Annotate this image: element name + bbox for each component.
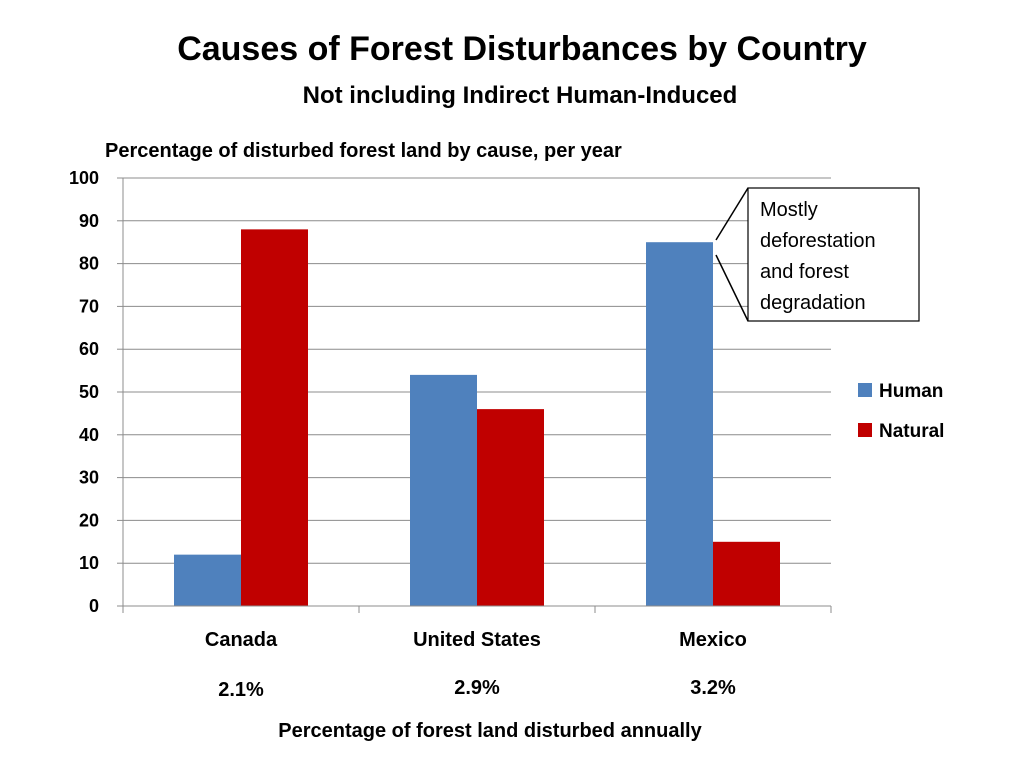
y-tick-label: 60 (79, 339, 99, 359)
category-annotation: 2.9% (454, 677, 500, 699)
x-category-label: United States (413, 629, 541, 651)
x-category-label: Canada (205, 629, 278, 651)
y-axis-label: Percentage of disturbed forest land by c… (105, 140, 622, 162)
bar-human-united-states (410, 374, 477, 606)
y-tick-label: 30 (79, 468, 99, 488)
y-tick-label: 50 (79, 382, 99, 402)
x-axis-label: Percentage of forest land disturbed annu… (278, 720, 702, 742)
callout-line: deforestation (760, 230, 876, 252)
x-category-label: Mexico (679, 629, 747, 651)
bar-human-canada (174, 554, 241, 606)
category-annotation: 3.2% (690, 677, 736, 699)
legend-label-natural: Natural (879, 421, 944, 442)
y-tick-label: 70 (79, 296, 99, 316)
y-tick-label: 0 (89, 596, 99, 616)
callout-pointer-bottom (715, 254, 749, 322)
y-tick-label: 80 (79, 254, 99, 274)
callout-pointer-top (715, 187, 749, 241)
y-tick-label: 10 (79, 553, 99, 573)
category-annotation: 2.1% (218, 679, 264, 701)
callout-line: Mostly (760, 199, 818, 221)
y-tick-label: 100 (69, 168, 99, 188)
bar-natural-mexico (713, 541, 780, 606)
chart-subtitle: Not including Indirect Human-Induced (303, 82, 738, 109)
callout-line: and forest (760, 261, 849, 283)
legend-swatch-natural (858, 423, 872, 437)
callout-line: degradation (760, 292, 866, 314)
legend-swatch-human (858, 383, 872, 397)
bar-natural-canada (241, 229, 308, 607)
bar-natural-united-states (477, 409, 544, 606)
bar-human-mexico (646, 242, 713, 606)
chart-title: Causes of Forest Disturbances by Country (177, 30, 867, 68)
y-tick-label: 20 (79, 510, 99, 530)
legend-label-human: Human (879, 381, 943, 402)
y-tick-label: 40 (79, 425, 99, 445)
callout-box (747, 187, 920, 322)
callout: Mostly deforestation and forest degradation (715, 187, 920, 322)
y-tick-label: 90 (79, 211, 99, 231)
